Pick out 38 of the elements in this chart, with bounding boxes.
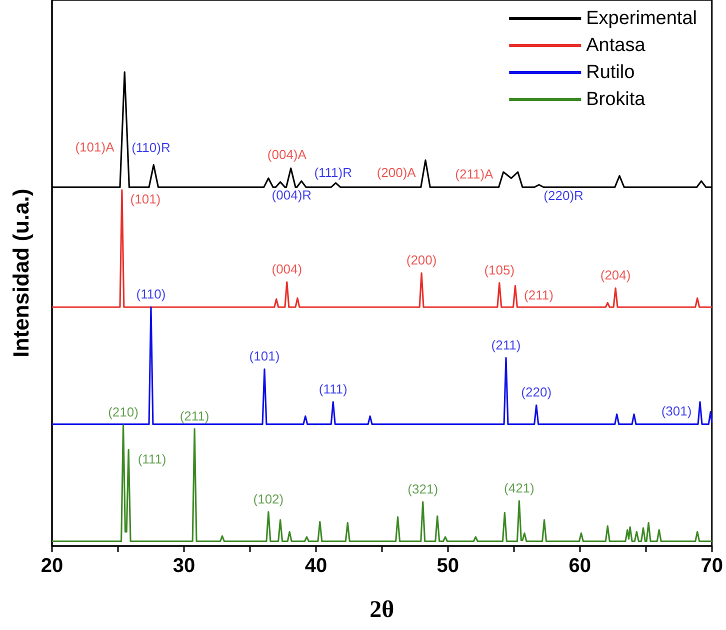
x-tick-label: 60 xyxy=(568,555,592,577)
annotation: (111)R xyxy=(314,164,352,180)
annotation: (105) xyxy=(484,262,515,278)
annotation: (204) xyxy=(600,268,631,283)
annotation: (101) xyxy=(130,192,161,207)
annotation: (102) xyxy=(253,491,284,506)
annotation: (220) xyxy=(521,384,552,400)
x-tick-label: 30 xyxy=(172,555,196,577)
annotation: (210) xyxy=(108,404,138,420)
annotation: (211) xyxy=(180,408,210,424)
legend-label: Experimental xyxy=(586,8,698,29)
annotation: (004) xyxy=(272,262,302,277)
x-tick-label: 70 xyxy=(700,555,723,577)
annotation: (110)R xyxy=(132,140,170,156)
y-axis-title: Intensidad (u.a.) xyxy=(8,188,34,358)
annotation: (211) xyxy=(491,337,521,352)
annotation: (004)R xyxy=(272,187,312,202)
legend-label: Antasa xyxy=(586,35,646,56)
annotation: (101)A xyxy=(75,139,115,154)
annotation: (004)A xyxy=(267,146,307,162)
annotation: (211)A xyxy=(455,166,494,182)
annotation: (321) xyxy=(408,481,438,496)
annotation: (111) xyxy=(318,381,348,396)
annotation: (111) xyxy=(138,451,166,466)
x-axis-title: 2θ xyxy=(370,597,394,623)
annotation: (421) xyxy=(504,480,534,496)
x-tick-label: 20 xyxy=(40,555,64,577)
annotation: (110) xyxy=(136,286,166,302)
legend-label: Brokita xyxy=(586,89,646,110)
x-tick-label: 40 xyxy=(304,555,328,577)
x-tick-label: 50 xyxy=(436,555,460,577)
annotation: (220)R xyxy=(544,188,584,203)
annotation: (200)A xyxy=(376,164,416,180)
legend-label: Rutilo xyxy=(586,62,635,83)
annotation: (211) xyxy=(524,287,554,302)
annotation: (301) xyxy=(661,403,692,418)
annotation: (200) xyxy=(406,252,437,268)
annotation: (101) xyxy=(249,348,280,364)
